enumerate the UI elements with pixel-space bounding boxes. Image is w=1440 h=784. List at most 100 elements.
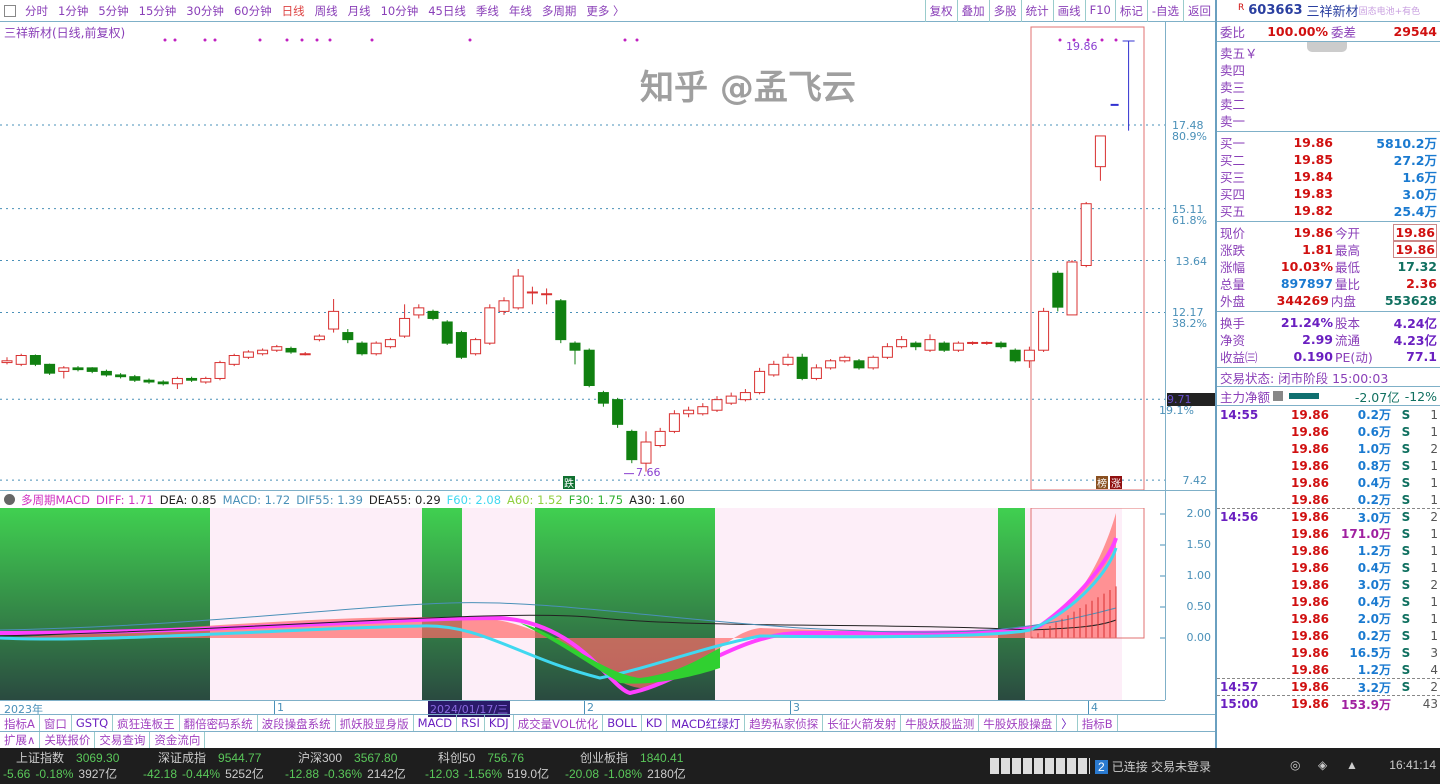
candle: [228, 353, 240, 367]
tick-time: 14:55: [1220, 407, 1259, 422]
index-item[interactable]: 创业板指 1840.41: [580, 750, 683, 766]
indicator-tab[interactable]: KDJ: [485, 715, 514, 731]
candle: [129, 374, 141, 382]
stat-label: 收益㈢: [1220, 350, 1258, 365]
period-tab[interactable]: 30分钟: [186, 3, 224, 18]
macd-dif55-line: [0, 602, 1117, 633]
indicator-tab[interactable]: 成交量VOL优化: [514, 715, 604, 731]
indicator-tab[interactable]: 指标A: [0, 715, 40, 731]
candle: [654, 427, 666, 448]
indicator-tab[interactable]: 趋势私家侦探: [745, 715, 824, 731]
indicator-tab[interactable]: 抓妖股显身版: [336, 715, 414, 731]
candlestick-chart[interactable]: 19.86 7.66 跌 榜涨: [0, 22, 1165, 490]
indicator-tab[interactable]: BOLL: [603, 715, 642, 731]
tick-price: 19.86: [1291, 510, 1329, 524]
axis-pct: 38.2%: [1172, 317, 1207, 331]
bid-price: 19.86: [1293, 135, 1333, 150]
period-tab[interactable]: 年线: [508, 3, 532, 18]
period-tab[interactable]: 5分钟: [98, 3, 129, 18]
bell-icon[interactable]: ▲: [1346, 758, 1358, 772]
period-tab[interactable]: 周线: [314, 3, 338, 18]
period-tab[interactable]: 分时: [25, 3, 48, 18]
period-tab[interactable]: 月线: [347, 3, 371, 18]
extension-tab[interactable]: 扩展∧: [0, 732, 41, 748]
index-change-row[interactable]: -42.18 -0.44% 5252亿: [143, 766, 264, 782]
indicator-tab[interactable]: 窗口: [40, 715, 72, 731]
index-item[interactable]: 上证指数 3069.30: [16, 750, 119, 766]
indicator-tab[interactable]: MACD: [414, 715, 458, 731]
stat-value: 10.03%: [1280, 259, 1333, 274]
index-item[interactable]: 科创50 756.76: [438, 750, 524, 766]
indicator-tab[interactable]: 牛股妖股监测: [901, 715, 980, 731]
expand-icon[interactable]: [1307, 42, 1347, 52]
period-tab[interactable]: 更多 〉: [586, 3, 625, 18]
qq-icon[interactable]: ◎: [1290, 758, 1301, 772]
tick-count: 1: [1430, 424, 1438, 439]
highlight-box: [1030, 26, 1145, 490]
period-tab[interactable]: 60分钟: [233, 3, 272, 18]
tick-side: S: [1401, 628, 1411, 643]
bid-price: 19.82: [1293, 203, 1333, 218]
index-change-row[interactable]: -12.03 -1.56% 519.0亿: [425, 766, 549, 782]
indicator-tab[interactable]: 波段操盘系统: [258, 715, 336, 731]
indicator-tab[interactable]: 翻倍密码系统: [180, 715, 258, 731]
indicator-tab[interactable]: RSI: [457, 715, 485, 731]
period-tab[interactable]: 1分钟: [58, 3, 89, 18]
extension-tab[interactable]: 资金流向: [150, 732, 206, 748]
tool-button[interactable]: F10: [1084, 0, 1115, 22]
satellite-icon[interactable]: ◈: [1318, 758, 1328, 772]
candle: [924, 334, 936, 352]
tool-button[interactable]: -自选: [1146, 0, 1183, 22]
index-item[interactable]: 沪深300 3567.80: [298, 750, 397, 766]
candle: [1094, 135, 1106, 181]
stat-value: 77.1: [1406, 349, 1437, 364]
index-change: -42.18: [143, 767, 178, 781]
period-tab[interactable]: 45日线: [428, 3, 466, 18]
stat-label: 净资: [1220, 333, 1246, 348]
stat-label: 涨幅: [1220, 260, 1246, 275]
tool-button[interactable]: 返回: [1183, 0, 1215, 22]
tool-button[interactable]: 多股: [988, 0, 1021, 22]
indicator-tab[interactable]: GSTQ: [72, 715, 114, 731]
candle: [1052, 270, 1064, 312]
stat-row: 涨跌 1.81 最高 19.86: [1217, 241, 1440, 258]
indicator-tab[interactable]: 牛股妖股操盘: [979, 715, 1058, 731]
indicator-tab[interactable]: MACD红绿灯: [667, 715, 746, 731]
index-change-row[interactable]: -12.88 -0.36% 2142亿: [285, 766, 406, 782]
extension-tab[interactable]: 交易查询: [95, 732, 151, 748]
tick-volume: 171.0万: [1341, 527, 1391, 541]
panel-toggle-icon[interactable]: [4, 4, 16, 17]
index-change-row[interactable]: -20.08 -1.08% 2180亿: [565, 766, 686, 782]
candle: [242, 350, 254, 360]
stat-label: 换手: [1220, 316, 1246, 331]
tool-button[interactable]: 叠加: [956, 0, 989, 22]
bid-volume: 25.4万: [1393, 204, 1437, 219]
connection-status[interactable]: 2 已连接 交易未登录: [1095, 758, 1211, 775]
indicator-tab[interactable]: 长征火箭发射: [823, 715, 902, 731]
indicator-tab[interactable]: 疯狂连板王: [113, 715, 180, 731]
period-tab[interactable]: 15分钟: [138, 3, 177, 18]
period-tab[interactable]: 日线: [281, 3, 305, 18]
tool-button[interactable]: 标记: [1114, 0, 1147, 22]
indicator-tab[interactable]: 〉: [1057, 715, 1078, 731]
collapse-icon[interactable]: [4, 494, 15, 505]
period-tab[interactable]: 季线: [475, 3, 499, 18]
index-item[interactable]: 深证成指 9544.77: [158, 750, 261, 766]
tick-side: S: [1401, 458, 1411, 473]
macd-green-zone: [998, 508, 1025, 700]
period-tab[interactable]: 多周期: [541, 3, 577, 18]
main-flow-label: 主力净额: [1220, 389, 1271, 405]
indicator-tab[interactable]: KD: [642, 715, 668, 731]
period-tab[interactable]: 10分钟: [380, 3, 419, 18]
tool-button[interactable]: 复权: [924, 0, 957, 22]
candle: [910, 341, 922, 351]
extension-tab[interactable]: 关联报价: [40, 732, 96, 748]
tool-button[interactable]: 统计: [1020, 0, 1053, 22]
tick-price: 19.86: [1291, 475, 1329, 490]
flow-detail-icon[interactable]: [1273, 391, 1284, 401]
index-change-row[interactable]: -5.66 -0.18% 3927亿: [3, 766, 117, 782]
tool-button[interactable]: 画线: [1052, 0, 1085, 22]
bid-price: 19.83: [1293, 186, 1333, 201]
indicator-tab[interactable]: 指标B: [1078, 715, 1118, 731]
tick-price: 19.86: [1291, 407, 1329, 422]
